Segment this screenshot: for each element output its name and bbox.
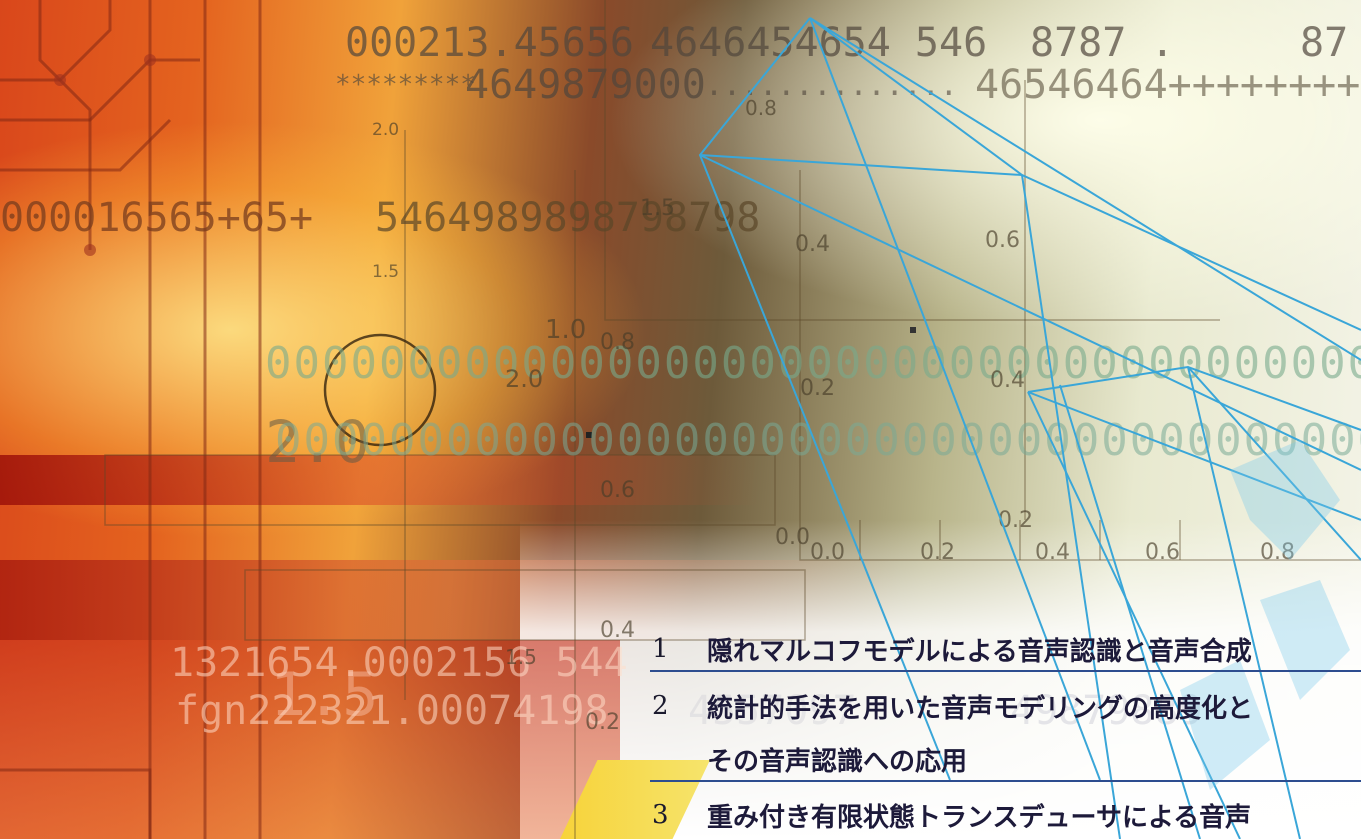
- axis-tick: 0.6: [600, 478, 635, 503]
- axis-tick: 0.2: [920, 540, 955, 565]
- bg-number-string: 0000000000000000000000000000000000000000…: [265, 338, 1361, 389]
- circuit-lines: [0, 0, 262, 839]
- bg-number-string: 1.5: [270, 660, 379, 730]
- axis-tick: 0.4: [600, 618, 635, 643]
- toc-item-1[interactable]: 1 隠れマルコフモデルによる音声認識と音声合成: [650, 628, 1361, 672]
- axis-tick: 1.5: [372, 262, 400, 282]
- axis-tick: 1.0: [545, 315, 587, 345]
- toc-number: 3: [652, 800, 669, 830]
- axis-tick: 2.0: [505, 365, 544, 393]
- toc-title: その音声認識への応用: [707, 746, 968, 777]
- toc-number: 2: [652, 691, 669, 721]
- bg-number-string: fgn222321.00074198: [175, 688, 609, 734]
- toc-title: 重み付き有限状態トランスデューサによる音声: [707, 802, 1252, 833]
- axis-tick: 0.4: [990, 368, 1025, 393]
- axis-tick: 1.5: [505, 645, 537, 669]
- axis-tick: 1.5: [640, 196, 675, 221]
- toc-item-2[interactable]: 2 統計的手法を用いた音声モデリングの高度化と: [650, 685, 1361, 727]
- bg-number-string: 0000000000000000000000000000000000000000…: [275, 415, 1361, 466]
- axis-tick: 0.8: [1260, 540, 1295, 565]
- bg-number-string: 46546464++++++++: [975, 62, 1361, 108]
- toc-item-3[interactable]: 3 重み付き有限状態トランスデューサによる音声: [650, 794, 1361, 836]
- bg-number-string: 4557097: [688, 688, 857, 734]
- axis-tick: 0.0: [810, 540, 845, 565]
- toc-title: 隠れマルコフモデルによる音声認識と音声合成: [707, 636, 1252, 667]
- toc-title: 統計的手法を用いた音声モデリングの高度化と: [707, 693, 1254, 724]
- bg-number-string: 4649879000: [465, 62, 706, 108]
- bg-number-string: 000213.45656: [345, 20, 634, 66]
- axis-tick: 0.0: [775, 525, 810, 550]
- axis-tick: 2.0: [372, 120, 400, 140]
- bg-number-string: 5464989898798798: [375, 195, 761, 241]
- bg-number-string: 87: [1300, 20, 1349, 66]
- bg-number-string: 000016565+65+: [0, 195, 314, 241]
- bg-number-string: 1321654.0002156 544: [170, 640, 628, 686]
- axis-tick: 0.2: [800, 376, 835, 401]
- axis-tick: 0.6: [985, 228, 1020, 253]
- light-streak: [0, 640, 620, 839]
- axis-tick: 0.8: [600, 330, 635, 355]
- axis-tick: 0.4: [1035, 540, 1070, 565]
- toc-item-2-continued[interactable]: その音声認識への応用: [650, 738, 1361, 782]
- bg-number-string: *********: [335, 70, 476, 100]
- axis-tick: 0.4: [795, 232, 830, 257]
- axis-tick: 0.6: [1145, 540, 1180, 565]
- bg-number-string: 2.0: [265, 408, 370, 476]
- axis-tick: 0.2: [585, 710, 620, 735]
- bg-number-string: 8787 .: [1030, 20, 1175, 66]
- light-streak: [0, 455, 760, 505]
- toc-number: 1: [652, 634, 669, 664]
- axis-tick: 0.8: [745, 96, 777, 120]
- bg-number-string: 49879889: [1010, 688, 1203, 734]
